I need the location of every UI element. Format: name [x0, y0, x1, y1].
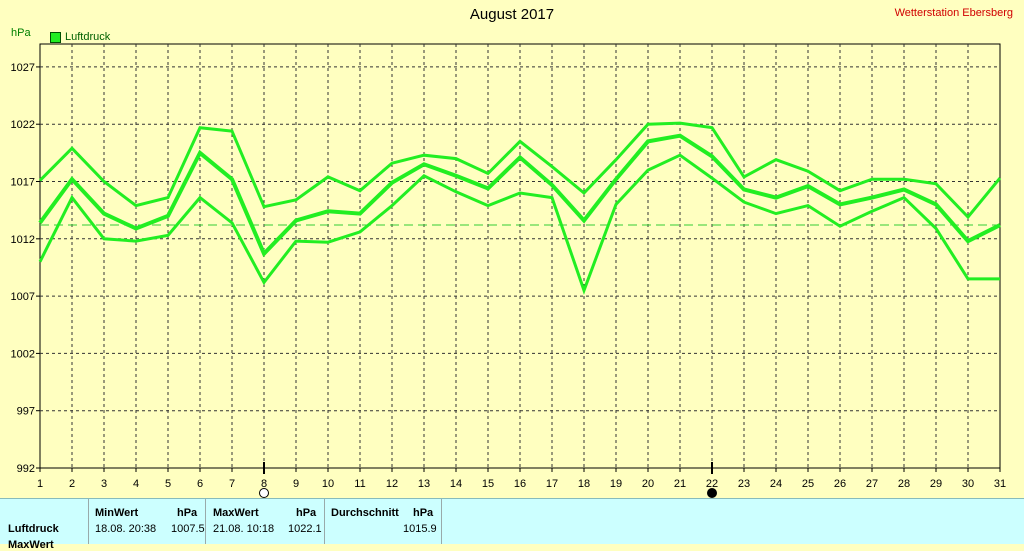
x-tick-label: 29 — [930, 478, 942, 490]
y-tick-label: 1012 — [11, 234, 35, 246]
x-tick-label: 13 — [418, 478, 430, 490]
x-tick-label: 4 — [133, 478, 139, 490]
x-tick-label: 16 — [514, 478, 526, 490]
stats-row-label-2: MaxWert — [8, 539, 54, 551]
x-tick-label: 20 — [642, 478, 654, 490]
new-moon-icon — [707, 488, 717, 498]
legend-label: Luftdruck — [65, 31, 111, 43]
series-line-2 — [38, 153, 1000, 295]
y-tick-label: 992 — [17, 463, 35, 475]
stats-max-date: 21.08. 10:18 — [213, 523, 275, 535]
x-tick-label: 26 — [834, 478, 846, 490]
y-tick-label: 997 — [17, 406, 35, 418]
x-tick-label: 23 — [738, 478, 750, 490]
y-tick-label: 1017 — [11, 177, 35, 189]
stats-min-value: 1007.5 — [171, 523, 205, 535]
x-tick-label: 30 — [962, 478, 974, 490]
x-tick-label: 28 — [898, 478, 910, 490]
x-tick-label: 27 — [866, 478, 878, 490]
chart-title: August 2017 — [469, 6, 555, 23]
x-tick-label: 14 — [450, 478, 462, 490]
x-tick-label: 5 — [165, 478, 171, 490]
x-tick-label: 6 — [197, 478, 203, 490]
x-tick-label: 25 — [802, 478, 814, 490]
x-tick-label: 17 — [546, 478, 558, 490]
stats-max-head: MaxWert — [213, 507, 259, 519]
stats-avg-unit: hPa — [413, 507, 434, 519]
y-tick-label: 1022 — [11, 119, 35, 131]
stats-max-box: MaxWert hPa 21.08. 10:18 1022.1 — [205, 499, 324, 544]
x-tick-label: 18 — [578, 478, 590, 490]
x-tick-label: 3 — [101, 478, 107, 490]
x-tick-label: 22 — [706, 478, 718, 490]
y-axis-unit: hPa — [11, 27, 31, 39]
pressure-chart: 1 2 3 4 5 6 7 8 9 10 11 12 13 14 15 16 17 18 19 20 21 22 23 24 2… — [11, 43, 1006, 498]
series-line-0 — [38, 133, 1001, 258]
series-line-1 — [38, 121, 1002, 220]
stats-min-unit: hPa — [177, 507, 198, 519]
x-tick-label: 24 — [770, 478, 782, 490]
stats-avg-head: Durchschnitt — [331, 507, 399, 519]
x-tick-label: 31 — [994, 478, 1006, 490]
full-moon-icon — [259, 488, 269, 498]
stats-min-date: 18.08. 20:38 — [95, 523, 157, 535]
x-tick-label: 21 — [674, 478, 686, 490]
y-tick-label: 1007 — [11, 291, 35, 303]
x-tick-label: 2 — [69, 478, 75, 490]
x-tick-label: 8 — [261, 478, 267, 490]
legend-swatch-icon — [50, 31, 61, 43]
stats-panel: Luftdruck MaxWert MinWert hPa 18.08. 20:… — [0, 498, 1024, 551]
x-tick-label: 11 — [354, 478, 365, 490]
stats-min-box: MinWert hPa 18.08. 20:38 1007.5 — [88, 499, 205, 544]
x-tick-label: 1 — [37, 478, 43, 490]
station-name: Wetterstation Ebersberg — [894, 7, 1013, 19]
legend: Luftdruck — [50, 31, 110, 43]
x-tick-label: 7 — [229, 478, 235, 490]
stats-row-label: Luftdruck — [8, 523, 59, 535]
y-tick-label: 1027 — [11, 62, 35, 74]
stats-max-value: 1022.1 — [288, 523, 322, 535]
stats-avg-value: 1015.9 — [403, 523, 437, 535]
x-tick-label: 10 — [322, 478, 334, 490]
y-tick-label: 1002 — [11, 348, 35, 360]
x-tick-label: 15 — [482, 478, 494, 490]
x-tick-label: 9 — [293, 478, 299, 490]
x-tick-label: 12 — [386, 478, 398, 490]
stats-max-unit: hPa — [296, 507, 317, 519]
stats-min-head: MinWert — [95, 507, 139, 519]
x-tick-label: 19 — [610, 478, 622, 490]
stats-avg-box: Durchschnitt hPa 1015.9 — [324, 499, 442, 544]
